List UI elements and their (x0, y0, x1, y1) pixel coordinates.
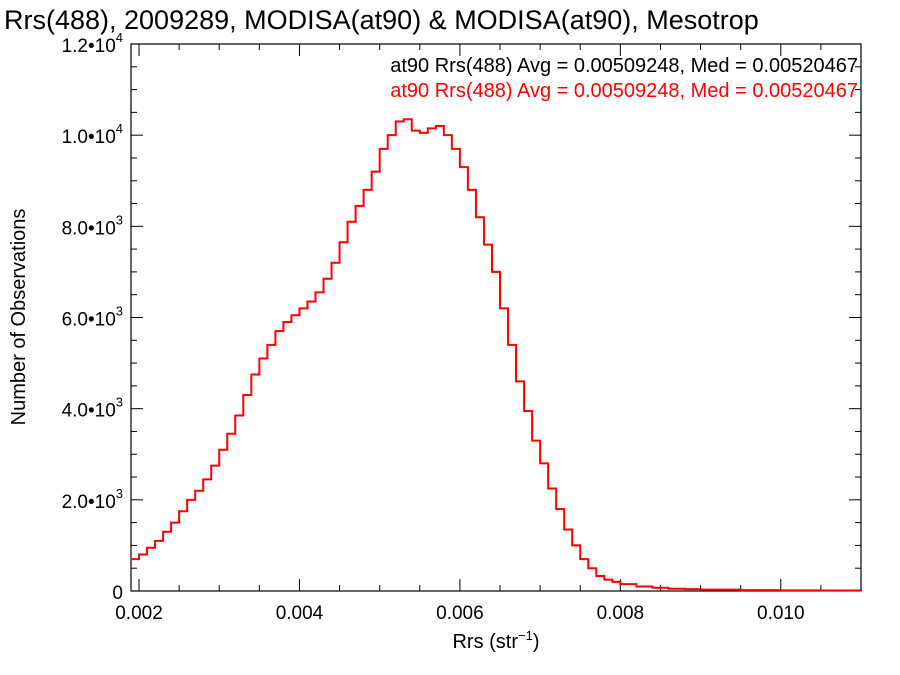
histogram-point (515, 380, 517, 383)
histogram-point (194, 489, 196, 492)
histogram-point (178, 510, 180, 513)
annotation-red: at90 Rrs(488) Avg = 0.00509248, Med = 0.… (390, 80, 858, 102)
histogram-point (410, 129, 413, 132)
y-tick-label: 1.0•104 (62, 121, 123, 148)
histogram-point (146, 546, 148, 549)
histogram-point (451, 148, 453, 150)
histogram-point (427, 127, 429, 130)
histogram-point (523, 410, 525, 412)
histogram-point (563, 528, 565, 531)
histogram-point (306, 300, 309, 303)
x-tick-label: 0.002 (115, 603, 163, 624)
histogram-point (779, 589, 782, 592)
histogram-point (499, 307, 501, 310)
y-axis-tick-labels: 0 2.0•103 4.0•103 6.0•103 8.0•103 1.0•104 1.2•… (62, 30, 123, 604)
histogram-point (362, 189, 365, 191)
y-tick-label: 6.0•103 (62, 304, 123, 331)
plot-frame (130, 43, 862, 592)
histogram-point (314, 291, 317, 294)
histogram-point (298, 307, 301, 310)
histogram-point (507, 344, 509, 346)
histogram-point (547, 487, 549, 490)
histogram-point (290, 314, 293, 317)
x-axis-label-sup: −1 (518, 628, 533, 643)
histogram-point (475, 216, 477, 219)
y-tick-label: 0 (112, 583, 123, 604)
chart-title: Rrs(488), 2009289, MODISA(at90) & MODISA… (4, 5, 759, 35)
histogram-point (234, 414, 237, 417)
histogram-point (483, 243, 485, 246)
x-tick-label: 0.006 (436, 603, 484, 624)
histogram-point (266, 344, 269, 346)
x-axis-tick-labels: 0.002 0.004 0.006 0.008 0.010 (115, 603, 804, 624)
x-axis-label-base: Rrs (str (452, 631, 518, 653)
histogram-point (555, 508, 557, 510)
histogram-point (667, 587, 670, 590)
y-axis-ticks (131, 43, 861, 592)
histogram-point (611, 581, 614, 583)
histogram-point (459, 166, 461, 168)
y-tick-label: 2.0•103 (62, 486, 123, 513)
histogram-point (202, 478, 204, 481)
series-layer (130, 118, 862, 592)
x-tick-label: 0.010 (757, 603, 805, 624)
histogram-point (170, 521, 172, 524)
histogram-series-0 (131, 118, 862, 592)
y-tick-label: 8.0•103 (62, 212, 123, 239)
histogram-point (250, 373, 253, 376)
histogram-point (322, 277, 325, 280)
histogram-point (370, 170, 373, 173)
x-axis-label: Rrs (str−1) (452, 628, 539, 653)
histogram-point (354, 205, 357, 207)
y-axis-label: Number of Observations (8, 209, 30, 426)
annotation-black: at90 Rrs(488) Avg = 0.00509248, Med = 0.… (390, 55, 858, 77)
histogram-point (162, 530, 164, 533)
histogram-point (394, 120, 397, 123)
histogram-point (378, 148, 381, 150)
x-axis-label-tail: ) (533, 631, 540, 653)
histogram-point (587, 567, 590, 570)
histogram-point (242, 394, 245, 396)
histogram-point (635, 585, 638, 588)
histogram-point (346, 220, 349, 223)
histogram-point (418, 132, 421, 134)
histogram-point (226, 432, 229, 435)
histogram-point (651, 587, 654, 589)
histogram-point (619, 583, 622, 585)
histogram-point (491, 271, 493, 273)
x-tick-label: 0.004 (276, 603, 324, 624)
histogram-point (186, 499, 188, 501)
histogram-point (571, 544, 574, 547)
histogram-point (603, 578, 606, 581)
histogram-point (330, 262, 333, 264)
histogram-point (860, 589, 862, 592)
histogram-point (154, 540, 156, 542)
y-tick-label: 1.2•104 (62, 30, 123, 57)
histogram-point (218, 448, 221, 451)
histogram-point (258, 357, 261, 360)
histogram-point (435, 125, 437, 127)
histogram-point (138, 553, 140, 556)
histogram-point (699, 588, 702, 591)
histogram-point (579, 558, 582, 560)
histogram-point (820, 589, 822, 592)
histogram-point (739, 589, 742, 591)
histogram-point (386, 134, 389, 136)
histogram-point (595, 575, 598, 577)
histogram-point (443, 134, 445, 136)
histogram-point (467, 189, 469, 191)
histogram-point (683, 588, 686, 590)
histogram-point (539, 462, 541, 465)
histogram-point (338, 241, 341, 244)
histogram-point (402, 118, 405, 121)
histogram-point (282, 321, 285, 323)
x-axis-ticks (138, 44, 822, 591)
histogram-point (210, 464, 213, 467)
histogram-point (130, 558, 132, 560)
y-tick-label: 4.0•103 (62, 395, 123, 422)
histogram-point (531, 439, 533, 442)
x-tick-label: 0.008 (597, 603, 645, 624)
histogram-point (274, 330, 277, 332)
